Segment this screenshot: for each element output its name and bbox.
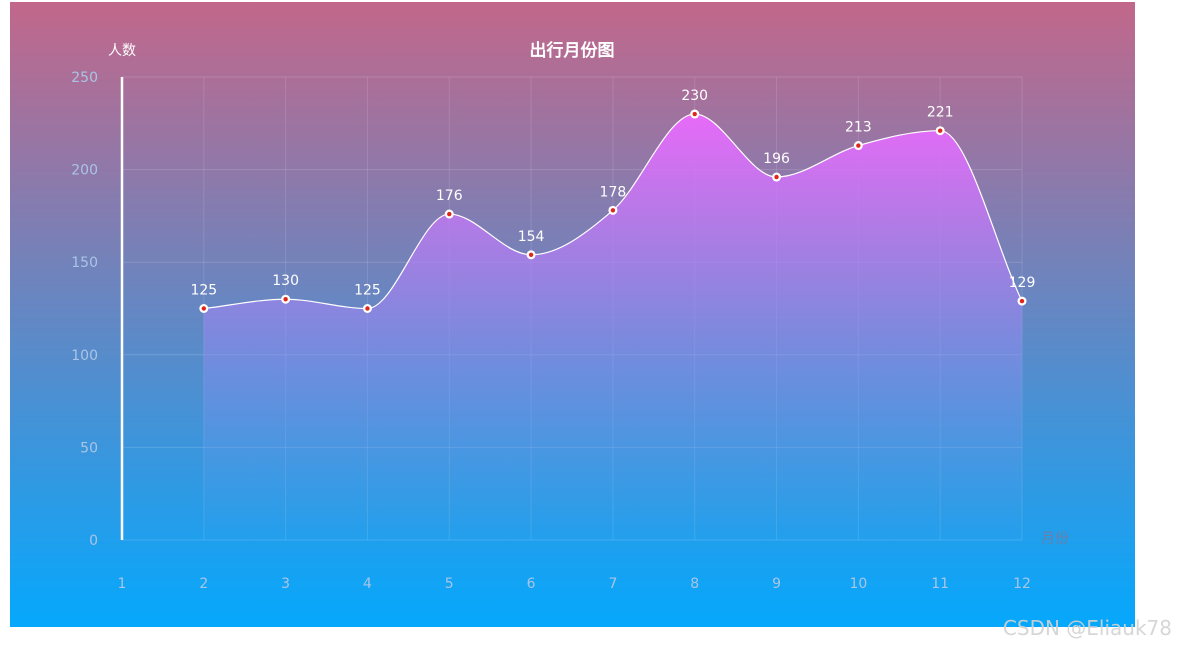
data-point-core	[774, 174, 779, 180]
x-axis-title: 月份	[1041, 531, 1069, 547]
y-tick-label: 150	[71, 255, 98, 271]
x-tick-label: 11	[931, 576, 949, 592]
y-tick-label: 0	[89, 533, 98, 549]
data-point-core	[1019, 298, 1025, 304]
data-label: 130	[272, 273, 299, 289]
x-tick-label: 9	[772, 576, 781, 592]
data-label: 221	[927, 105, 954, 121]
data-point-core	[201, 306, 207, 311]
data-label: 178	[600, 184, 627, 200]
data-label: 213	[845, 120, 872, 136]
series-line	[203, 113, 1023, 310]
x-tick-label: 2	[199, 576, 208, 592]
data-point-core	[692, 111, 697, 117]
data-point-core	[365, 306, 370, 311]
x-tick-label: 1	[118, 576, 127, 592]
data-points	[199, 109, 1027, 313]
data-label: 154	[518, 229, 545, 245]
area-fill	[203, 114, 1022, 540]
x-tick-label: 10	[849, 576, 867, 592]
data-label: 176	[436, 188, 463, 204]
y-tick-label: 200	[71, 163, 98, 179]
y-axis-title: 人数	[108, 43, 136, 59]
data-label: 196	[763, 151, 790, 167]
chart-panel: 0 50 100 150 200 250 1 2 3 4 5 6 7 8 9 10 11 12 125 130 125…	[10, 2, 1135, 627]
watermark: CSDN @Eliauk78	[1002, 616, 1172, 640]
data-point-core	[937, 128, 943, 133]
x-tick-label: 4	[363, 576, 372, 592]
data-label: 125	[354, 283, 381, 299]
data-point-core	[856, 143, 861, 148]
y-tick-label: 250	[71, 70, 98, 86]
x-tick-label: 7	[608, 576, 617, 592]
data-label: 125	[190, 283, 217, 299]
y-tick-label: 100	[71, 348, 98, 364]
chart-title: 出行月份图	[530, 40, 615, 61]
data-label: 129	[1009, 275, 1036, 291]
x-tick-label: 12	[1013, 576, 1031, 592]
data-point-core	[610, 208, 616, 213]
data-labels: 125 130 125 176 154 178 230 196 213 221 129	[190, 88, 1035, 298]
x-tick-label: 8	[690, 576, 699, 592]
x-tick-label: 6	[527, 576, 536, 592]
data-point-core	[447, 211, 452, 217]
x-tick-label: 3	[281, 576, 290, 592]
data-point-core	[283, 297, 288, 302]
data-label: 230	[681, 88, 708, 104]
y-tick-label: 50	[80, 440, 98, 456]
x-tick-label: 5	[445, 576, 454, 592]
data-point-core	[528, 252, 534, 257]
